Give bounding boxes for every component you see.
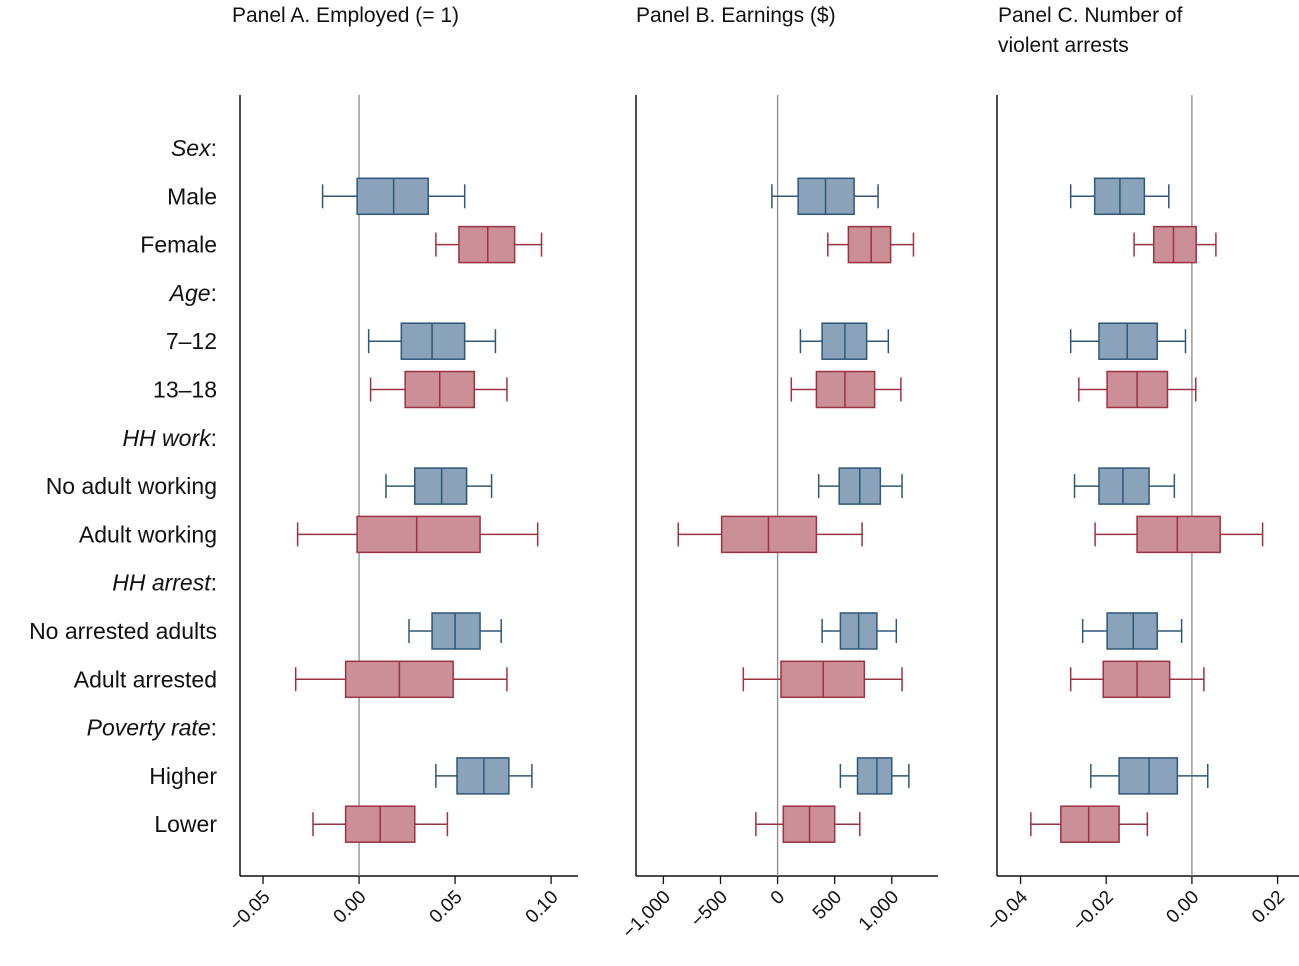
row-heading-poverty-rate: Poverty rate: [87,715,217,741]
box-no-adult-working [385,467,493,505]
x-tick-label: 500 [809,887,846,924]
box-no-arrested-adults [821,612,898,650]
box-7-12 [1069,322,1187,360]
box-male [1069,177,1170,216]
box-higher [1090,757,1209,795]
box-adult-arrested [294,660,508,699]
x-tick-label: −0.05 [226,887,275,936]
box-male [321,177,466,216]
box-adult-working [677,515,863,554]
box-no-adult-working [817,467,903,505]
box-13-18 [369,370,508,409]
row-label-13-18: 13–18 [153,377,217,403]
row-label-adult-working: Adult working [79,521,217,547]
x-tick-label: 0 [767,887,789,909]
panel-titles: Panel A. Employed (= 1) Panel B. Earnings… [232,4,1183,57]
iqr-box [458,225,516,264]
row-label-7-12: 7–12 [166,328,217,354]
iqr-box [856,757,893,795]
box-no-arrested-adults [1081,612,1183,650]
x-tick-label: −0.02 [1069,887,1118,936]
iqr-box [1153,225,1197,264]
panel-1: −0.05 0.00 0.05 0.10 [226,95,578,936]
box-lower [312,805,449,843]
box-no-adult-working [1073,467,1176,505]
row-label-no-arrested-adults: No arrested adults [29,618,217,644]
x-tick-label: −0.04 [983,886,1032,935]
iqr-box [1098,322,1158,360]
panel-title-3-line-1: Panel C. Number of [998,4,1183,27]
x-tick-label: −500 [687,887,732,932]
box-adult-arrested [742,660,903,699]
iqr-box [431,612,481,650]
box-7-12 [799,322,890,360]
box-female [435,225,543,264]
iqr-box [356,515,481,554]
x-tick-label: 0.05 [426,887,467,928]
box-female [827,225,915,264]
row-label-higher: Higher [149,763,217,789]
row-label-adult-arrested: Adult arrested [74,666,217,692]
panel-2: −1,000 −500 0 500 1,000 [619,95,938,943]
box-adult-working [296,515,539,554]
panel-title-3-line-2: violent arrests [998,34,1129,57]
box-higher [839,757,910,795]
panel-title-2-line-1: Panel B. Earnings ($) [636,4,836,27]
row-labels: Sex: Male Female Age: 7–12 13–18 HH work: No ad… [29,135,217,837]
row-heading-age: Age: [168,280,217,306]
panel-3: −0.04 −0.02 0.00 0.02 [983,95,1299,936]
box-13-18 [1078,370,1197,409]
box-adult-working [1094,515,1264,554]
box-no-arrested-adults [408,612,502,650]
panels: −0.05 0.00 0.05 0.10 −1,000 −500 0 500 1,000 −0.0… [226,95,1299,943]
x-tick-label: 0.00 [330,887,371,928]
x-tick-label: −1,000 [619,887,675,943]
box-adult-arrested [1069,660,1205,699]
iqr-box [847,225,892,264]
x-tick-label: 0.10 [522,887,563,928]
box-higher [435,757,533,795]
iqr-box [1060,805,1120,843]
box-lower [755,805,861,843]
row-label-no-adult-working: No adult working [46,473,217,499]
iqr-box [456,757,510,795]
iqr-box [1136,515,1221,554]
iqr-box [1106,612,1158,650]
iqr-box [1098,467,1150,505]
iqr-box [1118,757,1179,795]
box-7-12 [367,322,497,360]
box-lower [1030,805,1149,843]
box-13-18 [790,370,902,409]
iqr-box [414,467,468,505]
iqr-box [400,322,466,360]
row-heading-sex: Sex: [171,135,217,161]
box-male [771,177,879,216]
box-female [1133,225,1217,264]
panel-title-1-line-1: Panel A. Employed (= 1) [232,4,459,27]
row-heading-hh-arrest: HH arrest: [112,570,217,596]
row-label-lower: Lower [154,811,217,837]
row-heading-hh-work: HH work: [122,425,217,451]
x-tick-label: 0.02 [1248,887,1289,928]
x-tick-label: 1,000 [855,887,903,935]
iqr-box [356,177,429,216]
row-label-female: Female [140,232,217,258]
x-tick-label: 0.00 [1162,887,1203,928]
row-label-male: Male [167,183,217,209]
